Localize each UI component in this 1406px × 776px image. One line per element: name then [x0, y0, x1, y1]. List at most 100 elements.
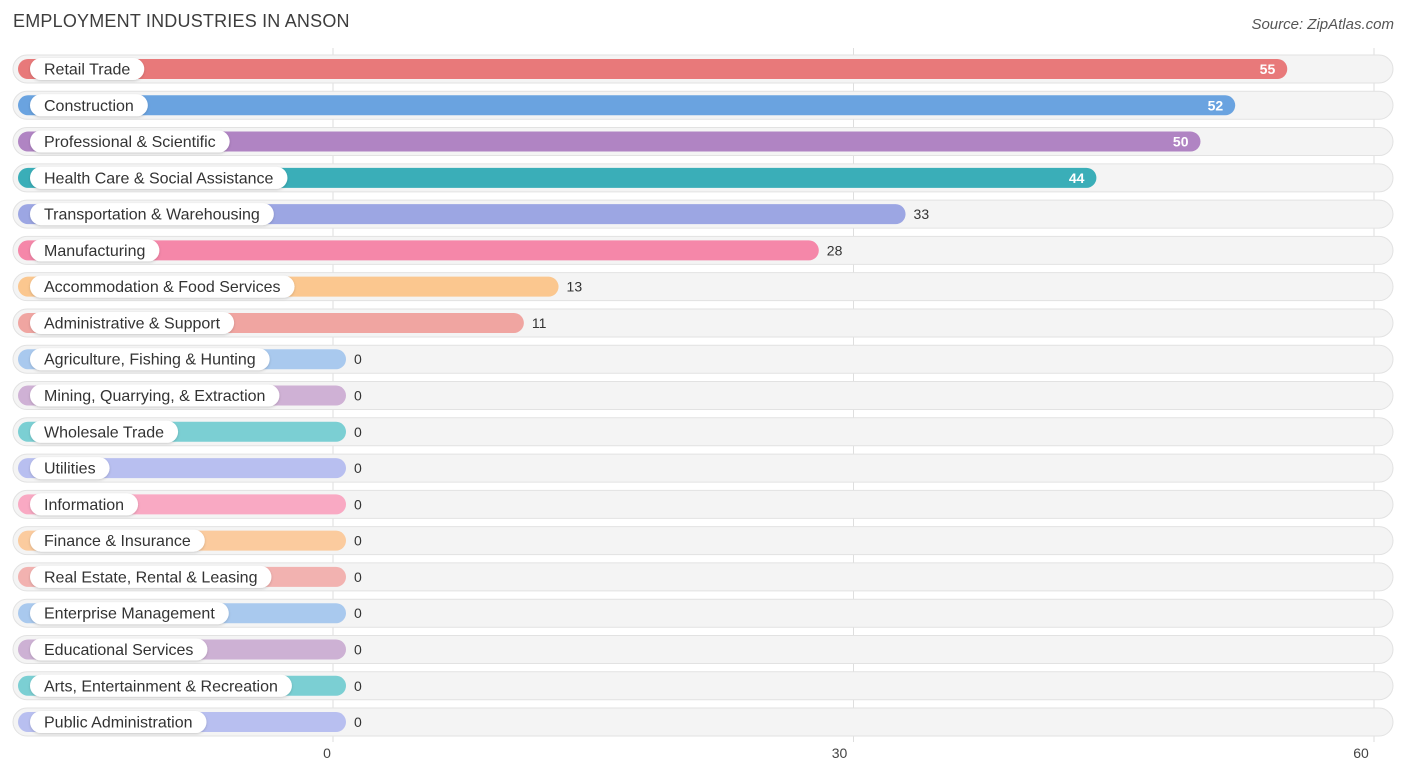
category-label: Administrative & Support — [44, 315, 221, 332]
bar-row: Enterprise Management 0 — [12, 598, 1394, 628]
bar-row: Public Administration 0 — [12, 707, 1394, 737]
category-label-pill — [30, 311, 235, 334]
bar-track — [12, 417, 1394, 447]
bar-row: Arts, Entertainment & Recreation 0 — [12, 671, 1394, 701]
bar-track — [12, 562, 1394, 592]
category-label-pill — [30, 203, 274, 226]
bar — [18, 131, 1201, 152]
category-label-pill — [30, 239, 160, 262]
value-label: 28 — [827, 242, 843, 258]
category-label-pill — [30, 94, 148, 117]
value-label: 11 — [532, 315, 547, 331]
category-label-pill — [30, 529, 205, 552]
bar-track — [12, 526, 1394, 556]
bar-track — [12, 453, 1394, 483]
category-label-pill — [30, 711, 207, 734]
bar-row: Utilities 0 — [12, 453, 1394, 483]
category-label-pill — [30, 384, 280, 407]
value-label: 0 — [354, 496, 362, 512]
bar-row: Construction 52 — [12, 90, 1394, 120]
value-label: 50 — [1173, 134, 1189, 150]
category-label: Construction — [44, 98, 134, 115]
bar-row: Accommodation & Food Services 13 — [12, 272, 1394, 302]
value-label: 55 — [1260, 61, 1276, 77]
source-label: Source: ZipAtlas.com — [1251, 16, 1394, 33]
x-tick-label: 60 — [1353, 745, 1369, 761]
bar-row: Finance & Insurance 0 — [12, 526, 1394, 556]
value-label: 0 — [354, 388, 362, 404]
bar-row: Professional & Scientific 50 — [12, 127, 1394, 157]
value-label: 0 — [354, 569, 362, 585]
x-tick-label: 30 — [832, 745, 848, 761]
category-label: Manufacturing — [44, 243, 145, 260]
category-label: Finance & Insurance — [44, 533, 191, 550]
category-label: Health Care & Social Assistance — [44, 170, 274, 187]
category-label-pill — [30, 348, 270, 371]
bar — [18, 59, 1288, 79]
bar — [18, 95, 1236, 116]
value-label: 13 — [567, 279, 583, 295]
category-label-pill — [30, 638, 208, 661]
bar-row: Transportation & Warehousing 33 — [12, 199, 1394, 229]
category-label: Utilities — [44, 461, 96, 478]
bar-track — [12, 634, 1394, 664]
category-label: Agriculture, Fishing & Hunting — [44, 352, 256, 369]
bar-track — [12, 381, 1394, 411]
category-label: Enterprise Management — [44, 606, 215, 623]
category-label-pill — [30, 493, 139, 516]
category-label: Information — [44, 497, 124, 514]
bar-track — [12, 707, 1394, 737]
value-label: 0 — [354, 424, 362, 440]
value-label: 0 — [354, 641, 362, 657]
bar-row: Mining, Quarrying, & Extraction 0 — [12, 381, 1394, 411]
category-label: Transportation & Warehousing — [44, 207, 260, 224]
category-label-pill — [30, 565, 272, 588]
bar-track — [12, 489, 1394, 519]
category-label: Public Administration — [44, 715, 193, 732]
category-label-pill — [30, 130, 230, 153]
category-label-pill — [30, 602, 229, 625]
category-label: Retail Trade — [44, 62, 130, 79]
bar-track — [12, 598, 1394, 628]
category-label: Accommodation & Food Services — [44, 279, 281, 296]
category-label: Professional & Scientific — [44, 134, 216, 151]
bar-row: Real Estate, Rental & Leasing 0 — [12, 562, 1394, 592]
category-label: Wholesale Trade — [44, 424, 164, 441]
bar-row: Wholesale Trade 0 — [12, 417, 1394, 447]
category-label-pill — [30, 58, 145, 80]
bar-row: Agriculture, Fishing & Hunting 0 — [12, 344, 1394, 374]
value-label: 0 — [354, 460, 362, 476]
bar-track — [12, 671, 1394, 701]
value-label: 0 — [354, 351, 362, 367]
x-tick-label: 0 — [323, 745, 331, 761]
bar — [18, 240, 819, 261]
value-label: 0 — [354, 678, 362, 694]
bar-row: Health Care & Social Assistance 44 — [12, 163, 1394, 193]
category-label: Educational Services — [44, 642, 193, 659]
value-label: 33 — [914, 206, 930, 222]
chart-title: EMPLOYMENT INDUSTRIES IN ANSON — [13, 11, 350, 31]
category-label: Mining, Quarrying, & Extraction — [44, 388, 265, 405]
bar-row: Information 0 — [12, 489, 1394, 519]
bar-row: Educational Services 0 — [12, 634, 1394, 664]
bar-rows: Retail Trade 55 Construction 52 Professional… — [12, 54, 1394, 737]
value-label: 0 — [354, 605, 362, 621]
category-label-pill — [30, 275, 295, 298]
bar-row: Administrative & Support 11 — [12, 308, 1394, 338]
x-axis-ticks: 0 30 60 — [323, 745, 1369, 761]
category-label-pill — [30, 420, 179, 443]
value-label: 0 — [354, 533, 362, 549]
category-label-pill — [30, 457, 110, 480]
bar-row: Manufacturing 28 — [12, 235, 1394, 265]
category-label-pill — [30, 166, 288, 189]
category-label-pill — [30, 674, 292, 697]
category-label: Real Estate, Rental & Leasing — [44, 569, 257, 586]
value-label: 0 — [354, 714, 362, 730]
bar — [18, 167, 1097, 188]
bar-track — [12, 344, 1394, 374]
category-label: Arts, Entertainment & Recreation — [44, 678, 278, 695]
value-label: 52 — [1208, 97, 1224, 113]
value-label: 44 — [1069, 170, 1085, 186]
bar-row: Retail Trade 55 — [12, 54, 1394, 84]
